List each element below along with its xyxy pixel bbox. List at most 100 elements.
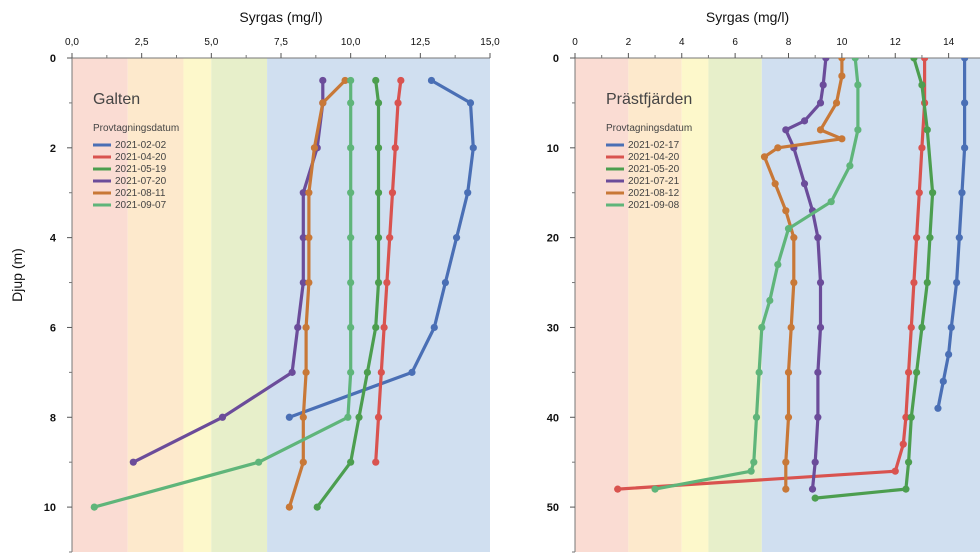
- data-point: [816, 99, 825, 107]
- data-point: [902, 485, 910, 493]
- data-point: [129, 458, 137, 466]
- data-point: [913, 234, 921, 242]
- x-axis-title: Syrgas (mg/l): [706, 9, 789, 25]
- data-point: [907, 323, 915, 332]
- legend-label: 2021-07-20: [115, 176, 167, 187]
- data-point: [305, 234, 313, 242]
- data-point: [374, 144, 383, 152]
- data-point: [814, 413, 822, 421]
- data-point: [811, 458, 819, 466]
- band-0: [575, 58, 629, 552]
- data-point: [347, 99, 355, 107]
- series-line: [616, 58, 927, 491]
- data-point: [383, 278, 391, 287]
- data-point: [846, 162, 854, 170]
- legend: Galten Provtagningsdatum 2021-02-022021-04…: [93, 91, 179, 211]
- data-point: [299, 189, 307, 197]
- series-line: [762, 58, 844, 491]
- data-point: [787, 323, 795, 332]
- data-point: [394, 99, 402, 107]
- data-point: [800, 180, 809, 188]
- data-point: [319, 99, 327, 107]
- data-point: [854, 81, 862, 89]
- x-tick-label: 6: [732, 37, 738, 48]
- data-point: [827, 198, 835, 206]
- data-point: [319, 76, 327, 85]
- background-bands: [575, 58, 980, 552]
- band-1: [127, 58, 184, 552]
- series-2021-09-07: [90, 76, 355, 511]
- data-point: [819, 81, 827, 89]
- data-point: [466, 99, 475, 107]
- data-point: [299, 413, 307, 421]
- data-point: [752, 413, 761, 421]
- data-point: [816, 323, 825, 332]
- data-point: [397, 76, 405, 85]
- series-2021-05-20: [811, 58, 937, 502]
- data-point: [452, 234, 461, 242]
- data-point: [918, 81, 926, 89]
- series-2021-02-17: [934, 58, 969, 412]
- data-point: [926, 234, 934, 242]
- y-tick-label: 8: [50, 412, 56, 424]
- data-point: [758, 323, 766, 332]
- x-tick-label: 12: [890, 37, 902, 48]
- band-2: [681, 58, 709, 552]
- band-4: [761, 58, 980, 552]
- data-point: [902, 413, 910, 421]
- band-3: [211, 58, 268, 552]
- series-group: [90, 76, 477, 511]
- data-point: [808, 485, 817, 493]
- series-line: [936, 58, 967, 410]
- x-tick-label: 7,5: [274, 37, 288, 48]
- data-point: [953, 278, 961, 287]
- data-point: [961, 58, 969, 62]
- data-point: [774, 144, 782, 152]
- data-point: [750, 458, 758, 466]
- data-point: [347, 323, 355, 332]
- x-tick-label: 12,5: [411, 37, 431, 48]
- y-tick-label: 10: [44, 502, 56, 514]
- data-point: [614, 485, 622, 493]
- series-2021-08-12: [760, 58, 846, 493]
- x-tick-label: 5,0: [204, 37, 218, 48]
- data-point: [782, 458, 790, 466]
- data-point: [347, 458, 355, 466]
- legend-label: 2021-02-02: [115, 140, 167, 151]
- data-point: [838, 72, 846, 80]
- band-0: [72, 58, 128, 552]
- y-tick-label: 2: [50, 143, 56, 155]
- data-point: [822, 58, 830, 62]
- data-point: [347, 76, 355, 85]
- data-point: [923, 126, 931, 134]
- series-2021-07-21: [782, 58, 830, 493]
- data-point: [774, 260, 782, 269]
- data-point: [854, 126, 862, 134]
- x-tick-label: 10: [836, 37, 848, 48]
- data-point: [918, 323, 926, 332]
- data-point: [782, 485, 790, 493]
- legend-label: 2021-04-20: [628, 152, 680, 163]
- data-point: [285, 503, 293, 511]
- y-tick-label: 50: [547, 502, 559, 514]
- data-point: [923, 278, 931, 287]
- series-line: [813, 58, 935, 500]
- data-point: [347, 144, 355, 152]
- data-point: [313, 503, 321, 511]
- data-point: [302, 368, 310, 376]
- data-point: [934, 404, 942, 412]
- data-point: [341, 76, 349, 85]
- x-tick-label: 2,5: [135, 37, 149, 48]
- y-tick-label: 10: [547, 143, 559, 155]
- data-point: [347, 189, 355, 197]
- y-tick-label: 4: [50, 233, 57, 245]
- data-point: [408, 368, 416, 376]
- data-point: [832, 99, 841, 107]
- data-point: [651, 485, 659, 493]
- series-group: [614, 58, 969, 502]
- legend: PrästfjärdenProvtagningsdatum2021-02-172…: [606, 91, 692, 211]
- data-point: [380, 323, 388, 332]
- data-point: [288, 368, 296, 376]
- data-point: [374, 99, 383, 107]
